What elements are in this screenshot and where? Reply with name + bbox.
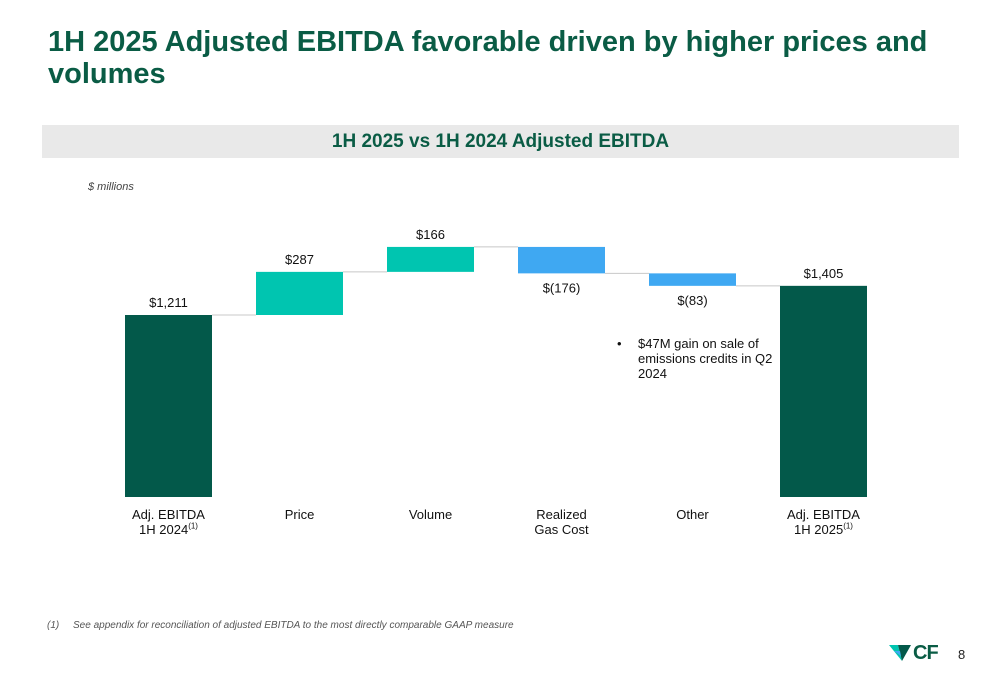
page-number: 8 (958, 647, 966, 662)
footnote: (1) See appendix for reconciliation of ad… (47, 620, 514, 631)
category-line1: Adj. EBITDA (132, 507, 205, 522)
chart-title: 1H 2025 vs 1H 2024 Adjusted EBITDA (331, 130, 670, 152)
logo-mark-icon (889, 645, 911, 661)
value-label-1: $287 (285, 252, 314, 267)
category-label-0: Adj. EBITDA 1H 2024(1) (109, 507, 229, 537)
category-label-3: Realized Gas Cost (502, 507, 622, 537)
bar-0 (125, 315, 212, 497)
category-label-5: Adj. EBITDA 1H 2025(1) (764, 507, 884, 537)
bar-3 (518, 246, 605, 274)
annotation-text: $47M gain on sale of emissions credits i… (638, 336, 773, 381)
annotation: • $47M gain on sale of emissions credits… (617, 336, 777, 381)
footnote-marker: (1) (47, 620, 60, 631)
footnote-text: See appendix for reconciliation of adjus… (73, 620, 514, 631)
category-line1: Price (284, 507, 315, 522)
company-logo: CF (889, 641, 949, 665)
value-label-3: $(176) (543, 280, 581, 295)
chart-title-band: 1H 2025 vs 1H 2024 Adjusted EBITDA (42, 125, 959, 158)
category-label-2: Volume (371, 507, 491, 522)
bar-5 (780, 285, 867, 497)
category-line2: Gas Cost (534, 522, 589, 537)
category-line1: Other (676, 507, 709, 522)
unit-label: $ millions (88, 181, 134, 193)
category-label-4: Other (633, 507, 753, 522)
category-line2: 1H 2025(1) (794, 521, 853, 537)
category-line1: Realized (536, 507, 587, 522)
category-line1: Adj. EBITDA (787, 507, 860, 522)
category-line2: 1H 2024(1) (139, 521, 198, 537)
category-line1: Volume (408, 507, 453, 522)
value-label-5: $1,405 (804, 266, 844, 281)
bar-2 (387, 246, 474, 272)
category-label-1: Price (240, 507, 360, 522)
bar-4 (649, 273, 736, 286)
bar-1 (256, 271, 343, 315)
value-label-2: $166 (416, 227, 445, 242)
value-label-0: $1,211 (149, 295, 188, 310)
bullet-icon: • (617, 336, 622, 351)
value-label-4: $(83) (677, 293, 707, 308)
footnote-ref: (1) (188, 521, 198, 531)
page-title: 1H 2025 Adjusted EBITDA favorable driven… (48, 26, 928, 90)
footnote-ref: (1) (843, 521, 853, 531)
logo-text: CF (913, 642, 939, 664)
